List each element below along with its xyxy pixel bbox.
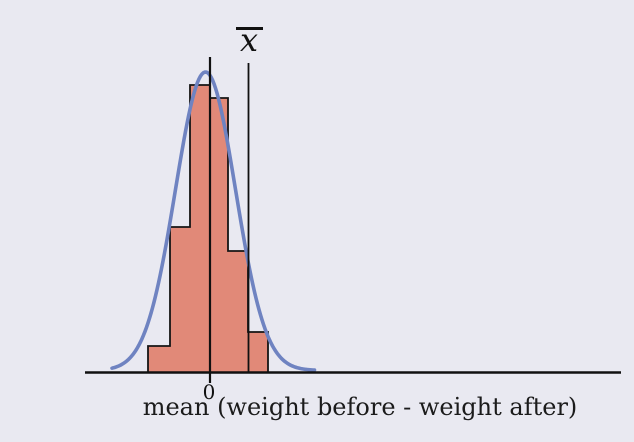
xbar-overline — [236, 27, 263, 30]
xbar-mean-label: x — [239, 21, 259, 59]
histogram-bars — [147, 84, 269, 374]
x-axis-title: mean (weight before - weight after) — [142, 393, 578, 421]
normal-curve — [110, 70, 317, 372]
zero-tick-label: 0 — [202, 380, 216, 404]
